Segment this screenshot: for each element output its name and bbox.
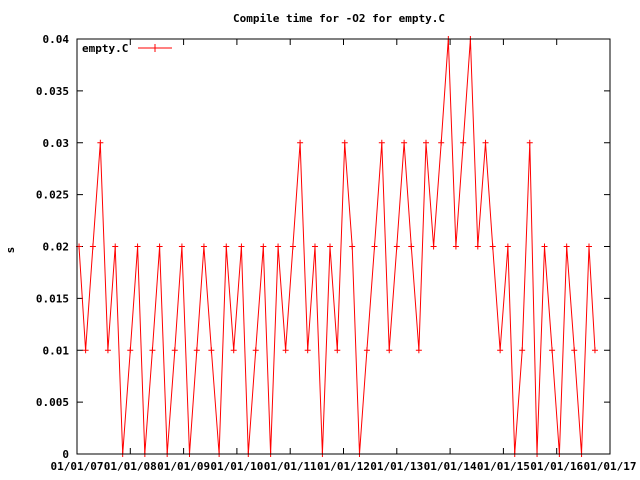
y-tick-label: 0.03	[43, 137, 70, 150]
data-point	[252, 347, 259, 354]
x-tick-label: 01/01/13	[370, 460, 423, 473]
data-point	[519, 347, 526, 354]
data-point	[585, 243, 592, 250]
data-point	[541, 243, 548, 250]
data-point	[408, 243, 415, 250]
y-axis-label: s	[4, 247, 17, 254]
data-point	[363, 347, 370, 354]
data-point	[127, 347, 134, 354]
legend-label: empty.C	[82, 42, 128, 55]
y-tick-label: 0.005	[36, 396, 69, 409]
data-point	[591, 347, 598, 354]
data-point	[504, 243, 511, 250]
data-point	[112, 243, 119, 250]
data-point	[334, 347, 341, 354]
y-tick-label: 0.01	[43, 344, 70, 357]
data-point	[526, 139, 533, 146]
x-tick-label: 01/01/15	[477, 460, 530, 473]
y-axis: 0 0.005 0.01 0.015 0.02 0.025 0.03 0.035 0.04	[36, 33, 610, 461]
data-point	[297, 139, 304, 146]
data-point	[230, 347, 237, 354]
x-tick-label: 01/01/11	[264, 460, 317, 473]
data-point	[430, 243, 437, 250]
data-point	[282, 347, 289, 354]
series-line	[78, 38, 596, 455]
data-point	[438, 139, 445, 146]
data-point	[208, 347, 215, 354]
data-point	[178, 243, 185, 250]
data-point	[327, 243, 334, 250]
data-point	[563, 243, 570, 250]
x-tick-label: 01/01/12	[317, 460, 370, 473]
data-point	[149, 347, 156, 354]
data-point	[200, 243, 207, 250]
x-tick-label: 01/01/07	[51, 460, 104, 473]
data-point	[489, 243, 496, 250]
data-point	[275, 243, 282, 250]
data-point	[474, 243, 481, 250]
data-point	[415, 347, 422, 354]
y-tick-label: 0	[62, 448, 69, 461]
y-tick-label: 0.02	[43, 241, 70, 254]
data-point	[401, 139, 408, 146]
data-point	[311, 243, 318, 250]
y-tick-label: 0.015	[36, 292, 69, 305]
x-tick-label: 01/01/10	[210, 460, 263, 473]
data-point	[452, 243, 459, 250]
data-point	[549, 347, 556, 354]
data-point	[171, 347, 178, 354]
data-point	[260, 243, 267, 250]
plot-area	[76, 36, 598, 457]
data-point	[104, 347, 111, 354]
data-point	[423, 139, 430, 146]
data-point	[497, 347, 504, 354]
data-point	[193, 347, 200, 354]
data-point	[238, 243, 245, 250]
data-point	[571, 347, 578, 354]
x-tick-label: 01/01/16	[530, 460, 583, 473]
x-tick-label: 01/01/14	[424, 460, 477, 473]
y-tick-label: 0.04	[43, 33, 70, 46]
plot-frame	[76, 38, 611, 455]
data-point	[378, 139, 385, 146]
data-point	[304, 347, 311, 354]
data-point	[97, 139, 104, 146]
data-point	[349, 243, 356, 250]
y-tick-label: 0.035	[36, 85, 69, 98]
data-point	[223, 243, 230, 250]
x-tick-label: 01/01/08	[104, 460, 157, 473]
data-point	[482, 139, 489, 146]
data-point	[156, 243, 163, 250]
data-point	[89, 243, 96, 250]
data-point	[341, 139, 348, 146]
x-tick-label: 01/01/17	[584, 460, 637, 473]
data-point	[371, 243, 378, 250]
data-point	[386, 347, 393, 354]
x-axis: 01/01/07 01/01/08 01/01/09 01/01/10 01/01/11…	[51, 39, 637, 473]
chart-title: Compile time for -O2 for empty.C	[233, 12, 445, 25]
legend: empty.C	[82, 42, 172, 55]
data-point	[393, 243, 400, 250]
data-point	[82, 347, 89, 354]
x-tick-label: 01/01/09	[157, 460, 210, 473]
y-tick-label: 0.025	[36, 189, 69, 202]
data-point	[289, 243, 296, 250]
data-point	[134, 243, 141, 250]
data-point	[460, 139, 467, 146]
